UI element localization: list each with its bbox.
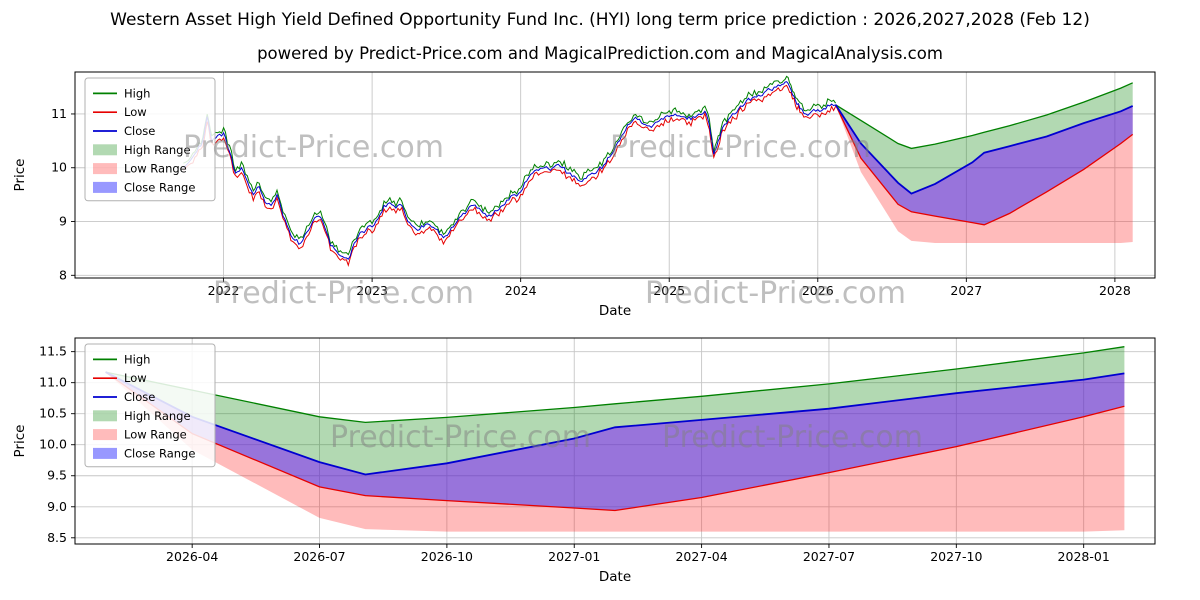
svg-text:2028: 2028 (1099, 283, 1131, 298)
svg-text:Close Range: Close Range (124, 446, 195, 460)
svg-text:9.5: 9.5 (47, 468, 67, 483)
svg-text:11: 11 (51, 106, 67, 121)
series-lines (183, 75, 1134, 268)
axes: 2022 2023 2024 2025 2026 2027 2028 8 9 10 11 Date Pr… (12, 71, 1156, 319)
svg-text:11.0: 11.0 (39, 375, 67, 390)
svg-text:2027-01: 2027-01 (548, 549, 600, 564)
prediction-chart: 2026-04 2026-07 2026-10 2027-01 2027-04 2027-… (12, 337, 1156, 585)
x-axis-label: Date (599, 569, 631, 585)
svg-text:2023: 2023 (356, 283, 388, 298)
svg-text:9.0: 9.0 (47, 499, 67, 514)
grid (75, 338, 1155, 544)
svg-text:2025: 2025 (653, 283, 685, 298)
svg-text:Close: Close (124, 124, 155, 138)
svg-text:2022: 2022 (208, 283, 240, 298)
page-title: Western Asset High Yield Defined Opportu… (110, 10, 1090, 30)
svg-text:2027-07: 2027-07 (803, 549, 855, 564)
prediction-bands (835, 82, 1133, 243)
y-axis-label: Price (12, 425, 28, 458)
svg-text:8.5: 8.5 (47, 530, 67, 545)
svg-text:9: 9 (59, 214, 67, 229)
svg-text:11.5: 11.5 (39, 344, 67, 359)
y-axis-label: Price (12, 159, 28, 192)
grid (75, 72, 1155, 278)
series-lines (105, 346, 1125, 512)
main-chart: 2022 2023 2024 2025 2026 2027 2028 8 9 10 11 Date Pr… (12, 71, 1156, 319)
svg-text:2027-04: 2027-04 (675, 549, 727, 564)
svg-text:2026-04: 2026-04 (166, 549, 218, 564)
svg-text:2028-01: 2028-01 (1058, 549, 1110, 564)
svg-text:Low Range: Low Range (124, 428, 187, 442)
x-axis-label: Date (599, 303, 631, 319)
legend: High Low Close High Range Low Range Close Ran… (84, 77, 216, 202)
page-subtitle: powered by Predict-Price.com and Magical… (257, 44, 943, 63)
svg-text:2026: 2026 (802, 283, 834, 298)
svg-text:2024: 2024 (505, 283, 537, 298)
svg-text:10.0: 10.0 (39, 437, 67, 452)
svg-text:2027: 2027 (950, 283, 982, 298)
svg-text:2026-07: 2026-07 (293, 549, 345, 564)
svg-text:Close: Close (124, 390, 155, 404)
svg-text:8: 8 (59, 267, 67, 282)
svg-text:Low: Low (124, 371, 147, 385)
svg-text:Low Range: Low Range (124, 162, 187, 176)
legend: High Low Close High Range Low Range Close Ran… (84, 343, 216, 468)
prediction-bands (105, 346, 1125, 532)
svg-text:2027-10: 2027-10 (930, 549, 982, 564)
axes: 2026-04 2026-07 2026-10 2027-01 2027-04 2027-… (12, 337, 1156, 585)
svg-text:High Range: High Range (124, 143, 191, 157)
svg-text:Low: Low (124, 105, 147, 119)
svg-text:High: High (124, 86, 150, 100)
svg-text:High: High (124, 352, 150, 366)
svg-text:2026-10: 2026-10 (421, 549, 473, 564)
svg-text:10: 10 (51, 160, 67, 175)
svg-text:Close Range: Close Range (124, 180, 195, 194)
svg-text:High Range: High Range (124, 409, 191, 423)
svg-text:10.5: 10.5 (39, 406, 67, 421)
